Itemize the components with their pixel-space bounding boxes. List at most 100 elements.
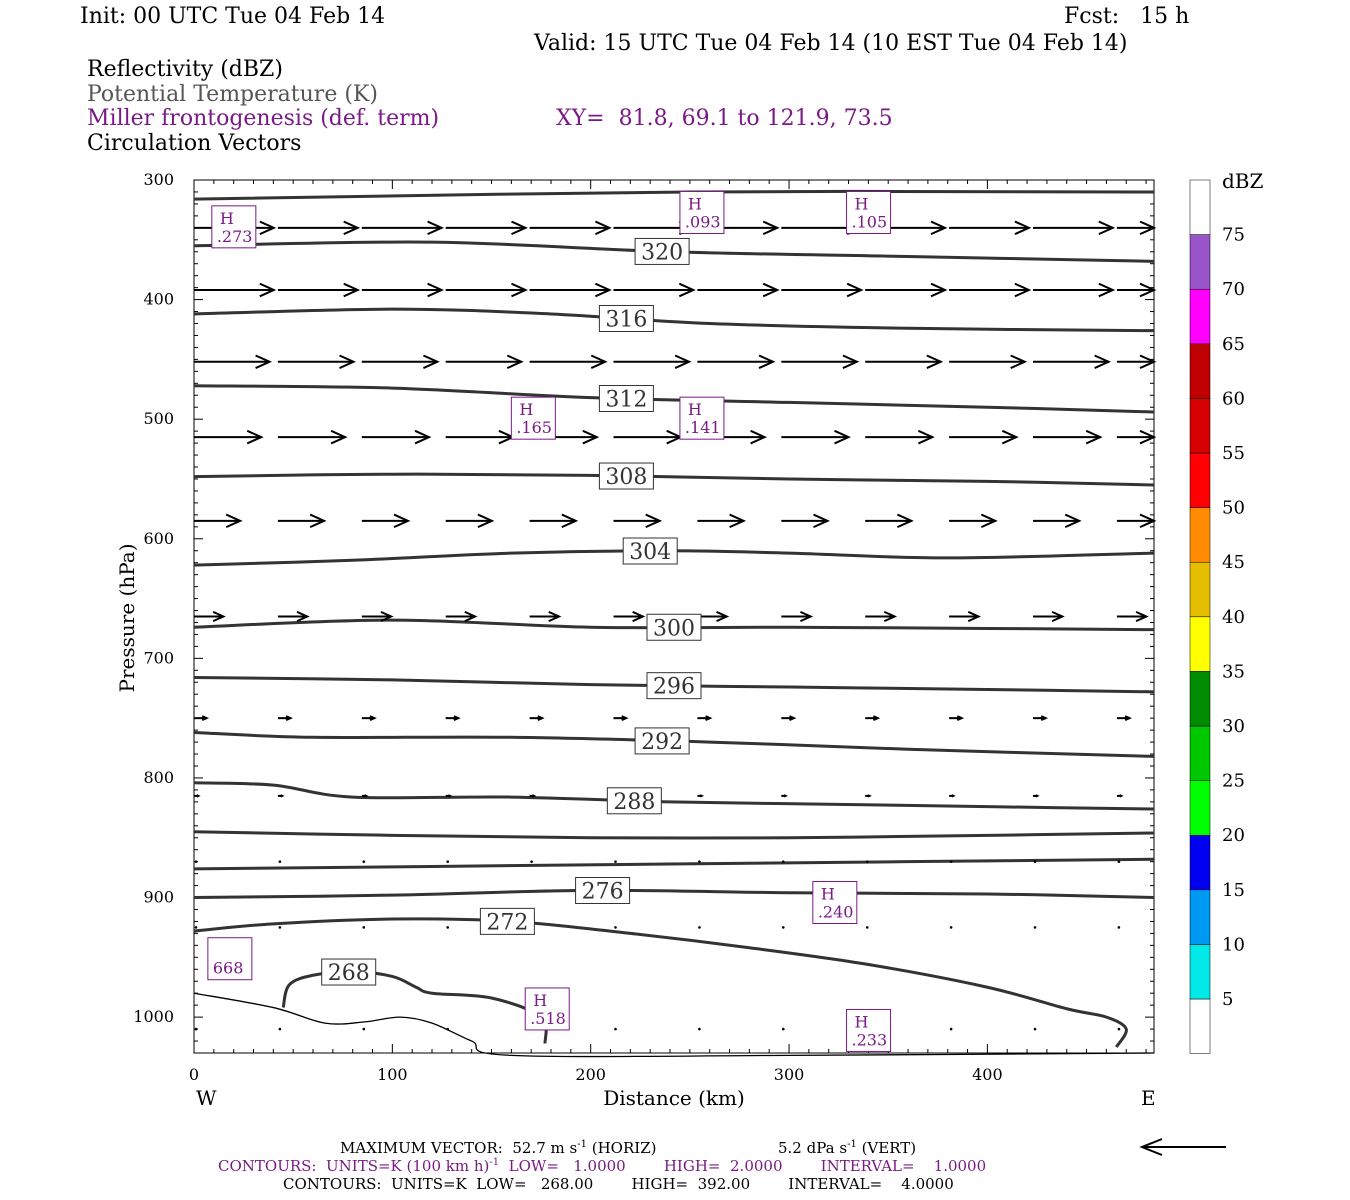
field-miller-frontogenesis: Miller frontogenesis (def. term) (87, 106, 440, 131)
contours-miller-exponent: -1 (489, 1157, 500, 1168)
circulation-vector (949, 610, 981, 623)
circulation-vector (445, 282, 528, 298)
contour-label-box (321, 958, 377, 986)
circulation-vector (865, 794, 872, 798)
vector-head (369, 715, 377, 722)
circulation-vector (1033, 513, 1082, 529)
circulation-vector (277, 794, 285, 798)
vector-head (867, 794, 872, 798)
circulation-vector (614, 860, 617, 863)
vector-head (632, 610, 646, 623)
colorbar-level-label: 35 (1222, 661, 1245, 682)
miller-letter: H (821, 885, 835, 904)
vector-head (1064, 513, 1082, 529)
vector-head (537, 715, 545, 722)
circulation-vector (1033, 220, 1116, 236)
circulation-vector (865, 282, 948, 298)
vector-head (511, 282, 528, 298)
miller-value: .273 (217, 227, 253, 246)
vector-head (917, 429, 935, 445)
vector-head (699, 794, 705, 798)
max-vert-exponent: -1 (847, 1139, 857, 1150)
colorbar-level-label: 55 (1222, 443, 1245, 464)
vector-head (1098, 220, 1116, 236)
contour-label: 308 (605, 465, 647, 490)
reference-vector-arrow (1139, 1138, 1226, 1156)
vector-head (1139, 282, 1157, 298)
circulation-vector (362, 1027, 366, 1031)
vector-head (196, 794, 201, 798)
vector-head (309, 513, 327, 529)
circulation-vector (194, 1027, 198, 1031)
colorbar-title: dBZ (1222, 169, 1264, 193)
circulation-vector (277, 220, 361, 236)
field-circulation-vectors: Circulation Vectors (87, 131, 302, 156)
miller-maximum: H.273 (211, 205, 257, 249)
y-tick-label: 400 (143, 290, 174, 309)
vector-head (1098, 282, 1116, 298)
contour-label-box (622, 537, 678, 565)
circulation-vector (194, 715, 210, 722)
colorbar-swatch (1189, 998, 1211, 1054)
colorbar-level-label: 15 (1222, 880, 1245, 901)
colorbar-swatch (1189, 234, 1211, 290)
vector-head (506, 354, 524, 369)
miller-box (679, 396, 725, 440)
vector-head (762, 220, 780, 236)
circulation-vector (698, 926, 701, 929)
miller-maximum: H.141 (679, 396, 725, 440)
circulation-vector (194, 860, 198, 863)
contour-labels: 320 316 312 308 304 300 296 292 288 276 272 268 (321, 237, 702, 986)
miller-maximum: H.165 (510, 396, 556, 440)
colorbar-swatch (1189, 452, 1211, 508)
vector-head (427, 220, 445, 236)
circulation-vector (949, 926, 953, 929)
contour-label: 312 (605, 388, 647, 413)
vector-head (783, 794, 788, 798)
vector-head (813, 513, 830, 529)
contour-label-box (634, 237, 690, 265)
colorbar-swatch (1189, 671, 1211, 727)
miller-box (679, 190, 725, 234)
field-reflectivity: Reflectivity (dBZ) (87, 57, 283, 82)
circulation-vector (949, 220, 1032, 236)
circulation-vector (613, 429, 684, 445)
vector-head (789, 715, 797, 722)
miller-maximum: 668 (207, 937, 253, 981)
circulation-vector (1033, 429, 1103, 445)
vector-head (285, 715, 293, 722)
theta-contour-line (193, 857, 1155, 871)
circulation-vector (529, 715, 545, 722)
vector-head (842, 354, 860, 369)
circulation-vector (697, 282, 780, 298)
circulation-vector (446, 926, 450, 929)
circulation-vector (194, 429, 264, 445)
circulation-vector (949, 354, 1028, 369)
vector-head (729, 513, 747, 529)
circulation-vector (614, 926, 617, 929)
circulation-vector (445, 794, 453, 798)
circulation-vector (277, 715, 293, 722)
footer-max-vertical: 5.2 dPa s-1 (VERT) (778, 1140, 916, 1156)
colorbar-level-label: 20 (1222, 825, 1245, 846)
vector-head (594, 282, 612, 298)
miller-box (510, 396, 556, 440)
y-tick-label: 700 (143, 648, 174, 667)
circulation-vector (781, 610, 814, 623)
circulation-vector (1117, 860, 1121, 863)
vector-head (448, 794, 453, 798)
miller-box (211, 205, 257, 249)
circulation-vector (613, 513, 663, 529)
contours-miller-range: LOW= 1.0000 HIGH= 2.0000 INTERVAL= 1.000… (499, 1157, 987, 1175)
vector-head (1051, 610, 1065, 623)
vector-head (1010, 354, 1028, 369)
miller-letter: H (220, 209, 234, 228)
colorbar-swatch (1189, 780, 1211, 836)
terrain-line (193, 992, 1155, 1058)
theta-contour-line (193, 830, 1155, 840)
circulation-vector (445, 715, 461, 722)
vector-head (1085, 429, 1103, 445)
colorbar-swatch (1189, 944, 1211, 1000)
miller-maximum: H.518 (524, 987, 570, 1031)
vector-head (380, 610, 394, 623)
